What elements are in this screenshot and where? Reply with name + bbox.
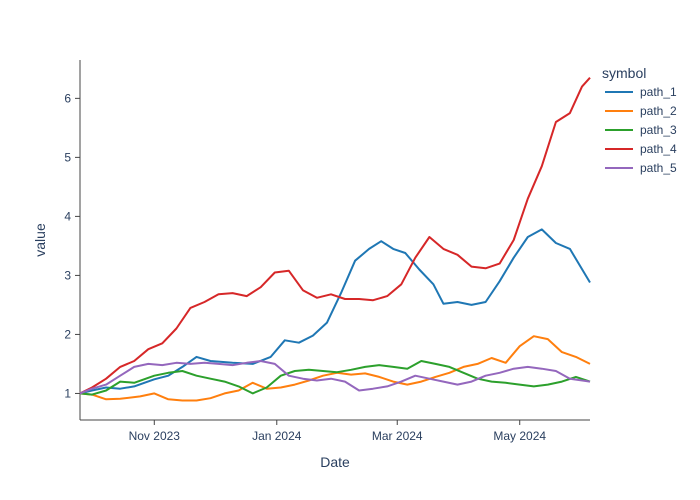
legend-title: symbol bbox=[602, 65, 646, 81]
x-axis-title: Date bbox=[320, 454, 350, 470]
y-tick-label: 1 bbox=[64, 386, 71, 400]
x-tick-label: Jan 2024 bbox=[252, 429, 302, 443]
series-lines bbox=[79, 77, 591, 402]
x-tick-label: May 2024 bbox=[493, 429, 546, 443]
y-tick-label: 5 bbox=[64, 150, 71, 164]
series-line-path-1 bbox=[79, 228, 591, 395]
legend-item[interactable]: path_4 bbox=[605, 142, 677, 156]
y-axis-ticks: 1 2 3 4 5 6 bbox=[64, 91, 80, 400]
series-line-path-4 bbox=[79, 77, 591, 395]
series-line-path-5 bbox=[79, 360, 591, 395]
legend-item[interactable]: path_5 bbox=[605, 161, 677, 175]
legend-label: path_3 bbox=[640, 123, 677, 137]
y-tick-label: 2 bbox=[64, 327, 71, 341]
y-tick-label: 6 bbox=[64, 91, 71, 105]
legend-label: path_4 bbox=[640, 142, 677, 156]
legend-label: path_5 bbox=[640, 161, 677, 175]
x-axis-ticks: Nov 2023 Jan 2024 Mar 2024 May 2024 bbox=[129, 420, 546, 443]
x-tick-label: Mar 2024 bbox=[372, 429, 423, 443]
y-tick-label: 3 bbox=[64, 268, 71, 282]
legend: symbol path_1 path_2 path_3 path_4 path_5 bbox=[602, 65, 677, 175]
series-line-path-3 bbox=[79, 360, 591, 396]
y-tick-label: 4 bbox=[64, 209, 71, 223]
legend-label: path_2 bbox=[640, 104, 677, 118]
legend-label: path_1 bbox=[640, 85, 677, 99]
legend-item[interactable]: path_1 bbox=[605, 85, 677, 99]
x-tick-label: Nov 2023 bbox=[129, 429, 181, 443]
legend-item[interactable]: path_2 bbox=[605, 104, 677, 118]
y-axis-title: value bbox=[32, 223, 48, 257]
legend-item[interactable]: path_3 bbox=[605, 123, 677, 137]
